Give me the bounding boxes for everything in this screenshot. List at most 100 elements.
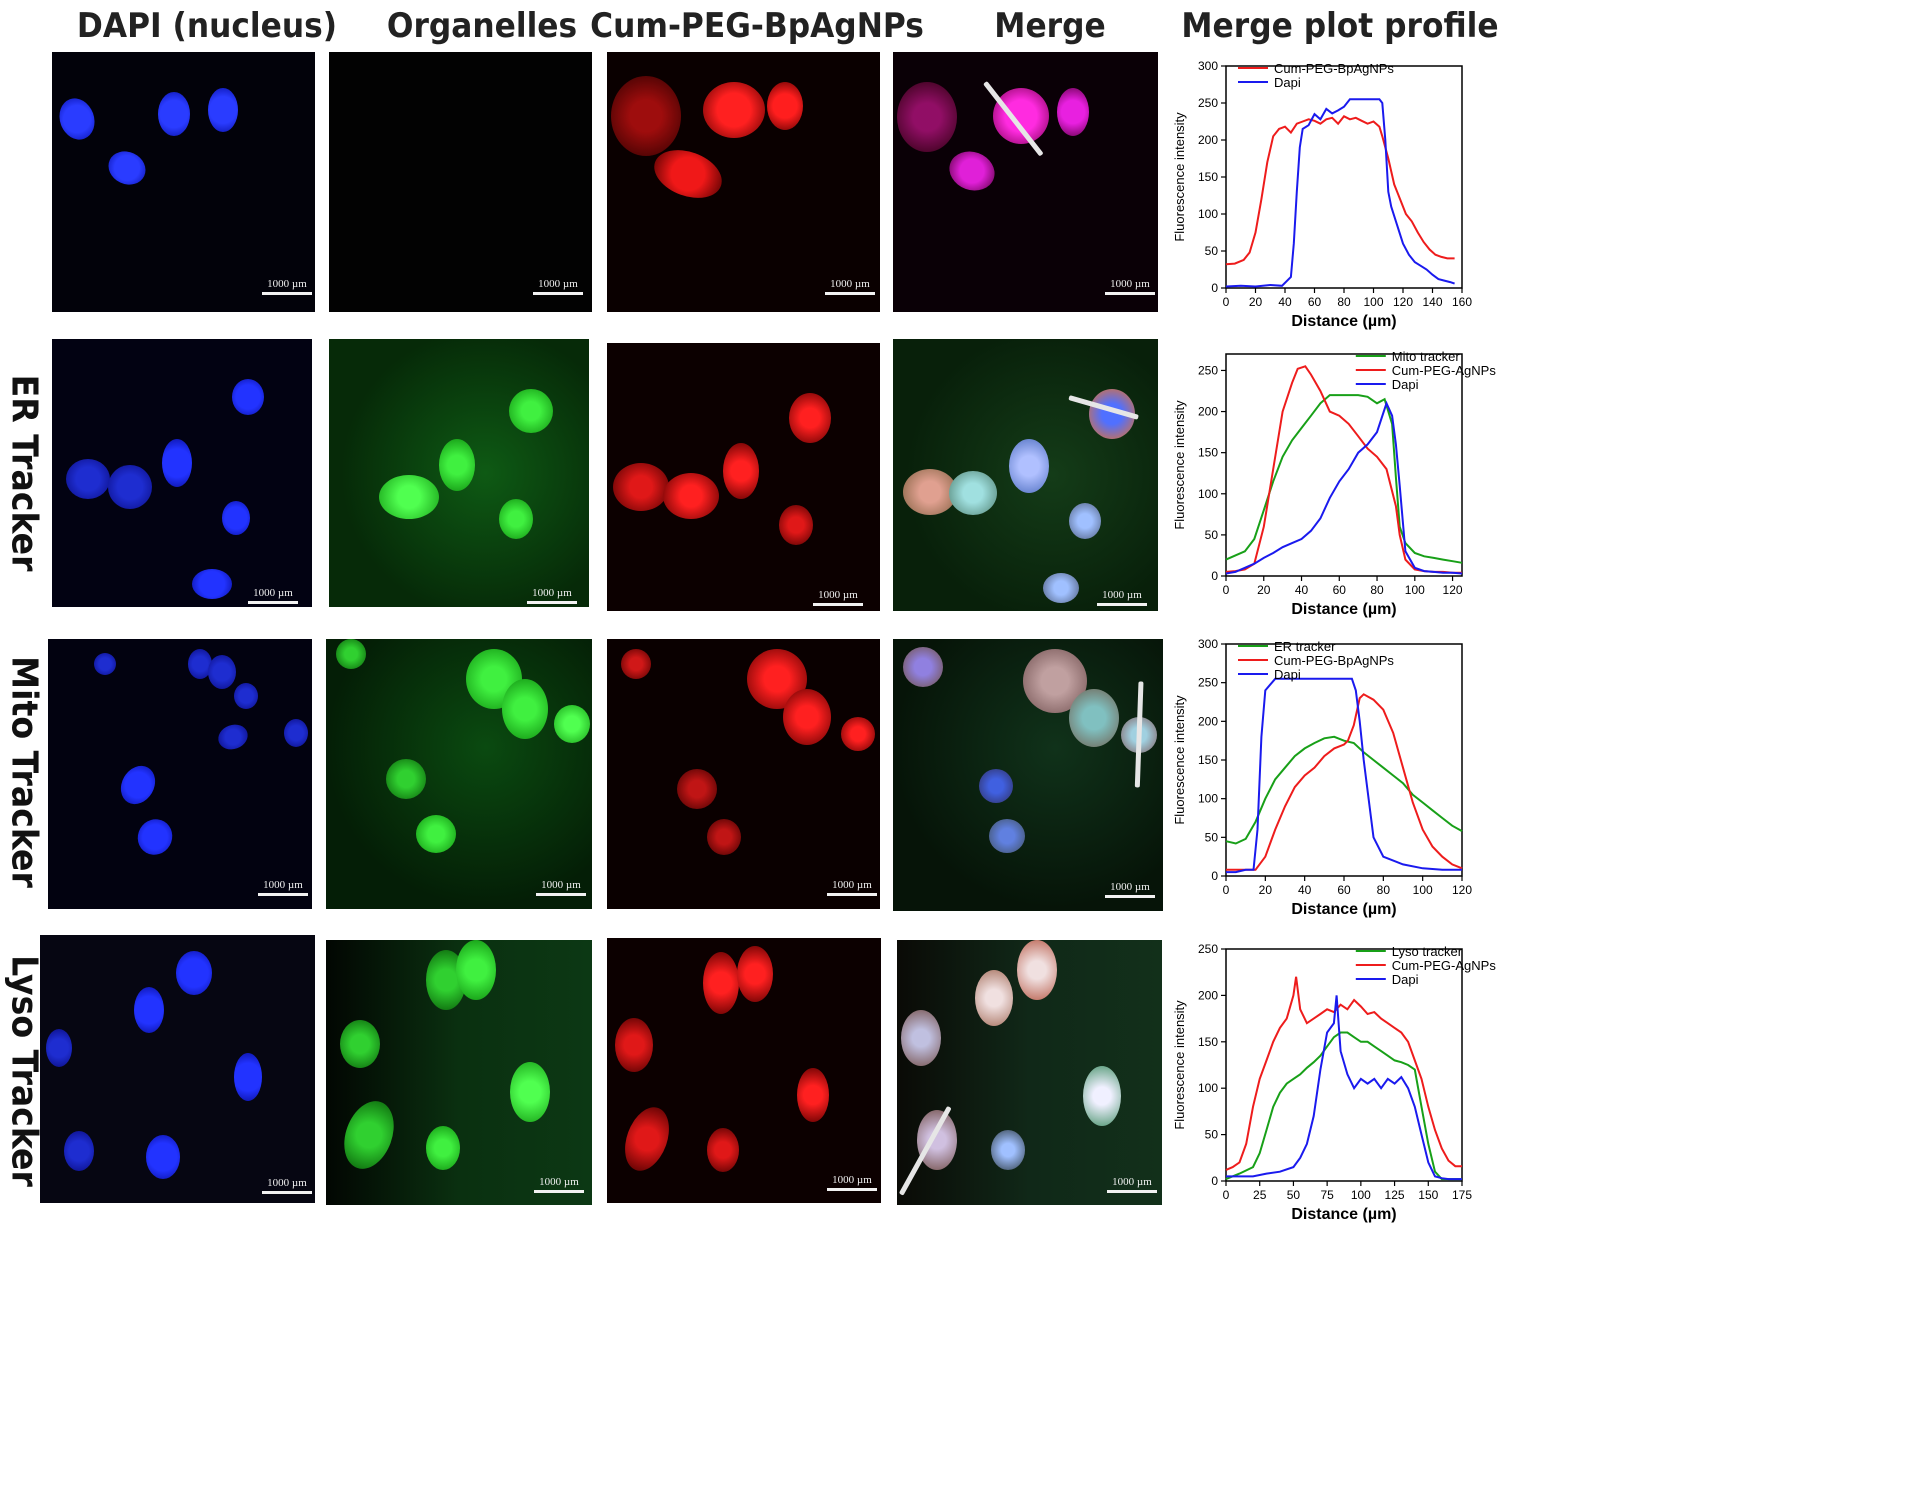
nucleus <box>162 439 192 487</box>
plot-frame <box>1225 948 1463 1182</box>
x-axis-label: Distance (µm) <box>1291 901 1396 918</box>
x-tick-label: 50 <box>1287 1188 1301 1202</box>
legend-label: Dapi <box>1392 972 1419 987</box>
x-tick-label: 100 <box>1405 583 1425 597</box>
y-tick-label: 200 <box>1198 133 1218 147</box>
y-tick-label: 0 <box>1211 281 1218 295</box>
cell <box>379 475 439 519</box>
nucleus <box>64 1131 94 1171</box>
x-axis-label: Distance (µm) <box>1291 1206 1396 1223</box>
legend-label: Cum-PEG-BpAgNPs <box>1274 653 1394 668</box>
cell <box>1017 940 1057 1000</box>
cell <box>841 717 875 751</box>
cell <box>1043 573 1079 603</box>
micrograph-organelles-control: 1000 µm <box>329 52 592 312</box>
series-line-2 <box>1225 400 1463 575</box>
cell <box>703 82 765 138</box>
series-line-1 <box>1225 365 1462 574</box>
scale-bar: 1000 µm <box>258 879 308 901</box>
scale-bar: 1000 µm <box>1105 881 1155 903</box>
cell <box>797 1068 829 1122</box>
nucleus <box>284 719 308 747</box>
series-line-2 <box>1226 677 1462 874</box>
scale-bar: 1000 µm <box>536 879 586 901</box>
scale-bar: 1000 µm <box>813 589 863 611</box>
cell <box>456 940 496 1000</box>
legend-label: Dapi <box>1274 667 1301 682</box>
x-tick-label: 0 <box>1223 883 1230 897</box>
x-tick-label: 60 <box>1308 295 1322 309</box>
x-tick-label: 20 <box>1257 583 1271 597</box>
legend-label: Cum-PEG-AgNPs <box>1392 958 1497 973</box>
nucleus <box>134 987 164 1033</box>
x-tick-label: 25 <box>1253 1188 1267 1202</box>
legend-label: Lyso tracker <box>1392 944 1463 959</box>
cell <box>991 1130 1025 1170</box>
y-tick-label: 250 <box>1198 96 1218 110</box>
micrograph-merge-mito: 1000 µm <box>893 639 1163 911</box>
legend-label: Cum-PEG-BpAgNPs <box>1274 61 1394 76</box>
y-tick-label: 150 <box>1198 170 1218 184</box>
scale-bar: 1000 µm <box>248 587 298 607</box>
x-tick-label: 0 <box>1223 295 1230 309</box>
column-header-dapi: DAPI (nucleus) <box>76 6 338 46</box>
series-line-1 <box>1225 98 1455 288</box>
x-tick-label: 75 <box>1320 1188 1334 1202</box>
x-tick-label: 0 <box>1223 1188 1230 1202</box>
cell <box>1069 503 1101 539</box>
line-chart: 0 20 40 60 80 100 120 0 50 100 150 200 250 300 Distanc… <box>1172 637 1472 918</box>
x-tick-label: 20 <box>1249 295 1263 309</box>
x-tick-label: 60 <box>1337 883 1351 897</box>
micrograph-nanoparticles-er: 1000 µm <box>607 343 880 611</box>
cell <box>416 815 456 853</box>
nucleus <box>176 951 212 995</box>
cell <box>509 389 553 433</box>
nucleus <box>208 88 238 132</box>
nucleus <box>208 655 236 689</box>
series-line-0 <box>1225 1031 1462 1181</box>
y-tick-label: 50 <box>1205 830 1219 844</box>
y-tick-label: 250 <box>1198 363 1218 377</box>
series-line-0 <box>1225 735 1463 845</box>
micrograph-nanoparticles-mito: 1000 µm <box>607 639 880 909</box>
y-axis-label: Fluorescence intensity <box>1172 112 1187 242</box>
scale-bar: 1000 µm <box>827 879 877 901</box>
series-line-2 <box>1226 995 1462 1181</box>
cell <box>1069 689 1119 747</box>
cell <box>943 145 1001 197</box>
x-tick-label: 40 <box>1295 583 1309 597</box>
line-chart: 0 20 40 60 80 100 120 140 160 0 50 100 150 200 250 300 D… <box>1172 59 1472 330</box>
y-tick-label: 200 <box>1198 714 1218 728</box>
nucleus <box>131 812 179 862</box>
x-tick-label: 120 <box>1452 883 1472 897</box>
column-header-merge: Merge <box>994 6 1106 46</box>
cell <box>767 82 803 130</box>
y-tick-label: 100 <box>1198 1081 1218 1095</box>
plot-profile-lyso: 0 25 50 75 100 125 150 175 0 50 100 150 200 250 Distan… <box>1170 935 1496 1225</box>
y-tick-label: 50 <box>1205 528 1219 542</box>
nucleus <box>114 759 162 811</box>
y-tick-label: 100 <box>1198 487 1218 501</box>
cell <box>1057 88 1089 136</box>
cell <box>510 1062 550 1122</box>
scale-bar: 1000 µm <box>533 278 583 300</box>
y-tick-label: 300 <box>1198 637 1218 651</box>
y-tick-label: 100 <box>1198 792 1218 806</box>
cell <box>707 819 741 855</box>
cell <box>621 649 651 679</box>
cell <box>917 1110 957 1170</box>
cell <box>783 689 831 745</box>
scale-bar: 1000 µm <box>1097 589 1147 611</box>
y-tick-label: 100 <box>1198 207 1218 221</box>
nucleus <box>234 683 258 709</box>
y-tick-label: 0 <box>1211 1174 1218 1188</box>
cell <box>336 639 366 669</box>
cell <box>499 499 533 539</box>
cell <box>663 473 719 519</box>
y-tick-label: 150 <box>1198 753 1218 767</box>
cell <box>789 393 831 443</box>
plot-profile-mito: 0 20 40 60 80 100 120 0 50 100 150 200 250 300 Distanc… <box>1170 630 1472 920</box>
cell <box>613 463 669 511</box>
cell <box>677 769 717 809</box>
cell <box>439 439 475 491</box>
